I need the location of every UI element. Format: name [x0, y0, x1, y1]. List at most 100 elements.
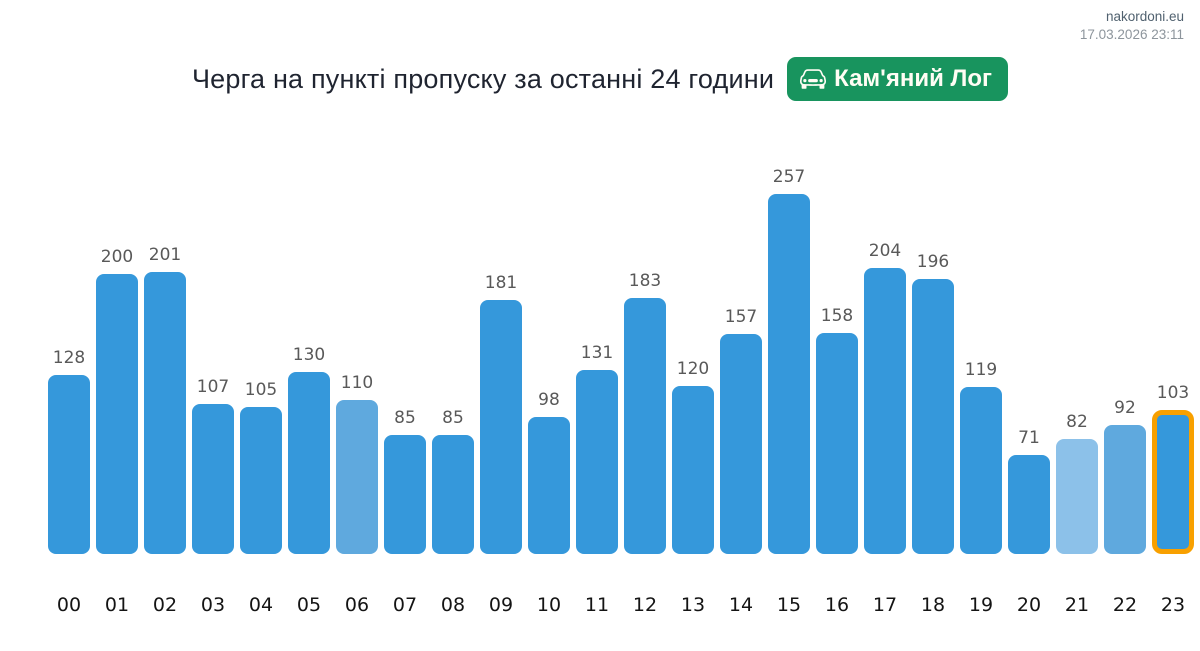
bar-value-label: 183 [628, 271, 662, 291]
page-title: Черга на пункті пропуску за останні 24 г… [191, 63, 775, 94]
hour-axis-label: 16 [824, 594, 850, 616]
bar [480, 300, 522, 554]
bar [240, 407, 282, 554]
checkpoint-badge[interactable]: Кам'яний Лог [787, 57, 1009, 101]
bar-column: 128 00 [48, 348, 90, 617]
bar [864, 268, 906, 554]
hour-axis-label: 21 [1064, 594, 1090, 616]
bar [960, 387, 1002, 554]
bar-value-label: 196 [916, 252, 950, 272]
hour-axis-label: 09 [488, 594, 514, 616]
site-info: nakordoni.eu 17.03.2026 23:11 [1080, 8, 1184, 44]
bar-value-label: 157 [724, 307, 758, 327]
bar-value-label: 103 [1156, 383, 1190, 403]
bar-value-label: 107 [196, 377, 230, 397]
bar-highlighted [1152, 410, 1194, 554]
hour-axis-label: 03 [200, 594, 226, 616]
bar-column: 71 20 [1008, 428, 1050, 617]
bar-column: 201 02 [144, 245, 186, 617]
bar [336, 400, 378, 554]
bar-value-label: 204 [868, 241, 902, 261]
bar [768, 194, 810, 554]
bar-value-label: 158 [820, 306, 854, 326]
bar [576, 370, 618, 554]
bar [816, 333, 858, 554]
bar-column: 120 13 [672, 359, 714, 617]
hour-axis-label: 12 [632, 594, 658, 616]
bar [48, 375, 90, 554]
bar [192, 404, 234, 554]
bar-value-label: 257 [772, 167, 806, 187]
bar-column: 257 15 [768, 167, 810, 617]
bar-value-label: 181 [484, 273, 518, 293]
bar [288, 372, 330, 554]
bar-column: 98 10 [528, 390, 570, 617]
bar-column: 183 12 [624, 271, 666, 617]
hour-axis-label: 04 [248, 594, 274, 616]
bar [912, 279, 954, 554]
hour-axis-label: 07 [392, 594, 418, 616]
bar [1104, 425, 1146, 554]
hour-axis-label: 22 [1112, 594, 1138, 616]
bar-value-label: 201 [148, 245, 182, 265]
bar-column: 204 17 [864, 241, 906, 617]
bar-column: 181 09 [480, 273, 522, 617]
bar-column: 196 18 [912, 252, 954, 617]
bar-chart: 128 00 200 01 201 02 107 03 105 04 130 05 110 06 85 07 8… [48, 167, 1194, 617]
bar-column: 158 16 [816, 306, 858, 617]
bar-column: 85 08 [432, 408, 474, 617]
bar [432, 435, 474, 554]
hour-axis-label: 15 [776, 594, 802, 616]
bar-column: 105 04 [240, 380, 282, 617]
hour-axis-label: 06 [344, 594, 370, 616]
hour-axis-label: 13 [680, 594, 706, 616]
bar-column: 103 23 [1152, 383, 1194, 617]
bar-value-label: 130 [292, 345, 326, 365]
bar-value-label: 110 [340, 373, 374, 393]
bar-column: 131 11 [576, 343, 618, 617]
hour-axis-label: 23 [1160, 594, 1186, 616]
hour-axis-label: 01 [104, 594, 130, 616]
bar [672, 386, 714, 554]
bar-column: 85 07 [384, 408, 426, 617]
bar-column: 130 05 [288, 345, 330, 617]
bar [720, 334, 762, 554]
bar-column: 107 03 [192, 377, 234, 617]
hour-axis-label: 08 [440, 594, 466, 616]
bar-column: 200 01 [96, 247, 138, 617]
bar [624, 298, 666, 554]
bar-value-label: 92 [1114, 398, 1136, 418]
hour-axis-label: 14 [728, 594, 754, 616]
bar [96, 274, 138, 554]
bar-value-label: 128 [52, 348, 86, 368]
bar-value-label: 98 [538, 390, 560, 410]
bar-column: 82 21 [1056, 412, 1098, 617]
bar-value-label: 105 [244, 380, 278, 400]
hour-axis-label: 19 [968, 594, 994, 616]
hour-axis-label: 02 [152, 594, 178, 616]
bar-value-label: 71 [1018, 428, 1040, 448]
site-link[interactable]: nakordoni.eu [1105, 9, 1184, 24]
hour-axis-label: 05 [296, 594, 322, 616]
hour-axis-label: 10 [536, 594, 562, 616]
hour-axis-label: 18 [920, 594, 946, 616]
bar-column: 119 19 [960, 360, 1002, 617]
bar-value-label: 131 [580, 343, 614, 363]
timestamp: 17.03.2026 23:11 [1079, 27, 1184, 42]
bar-column: 92 22 [1104, 398, 1146, 617]
car-front-icon [800, 66, 827, 92]
hour-axis-label: 20 [1016, 594, 1042, 616]
title-row: Черга на пункті пропуску за останні 24 г… [0, 57, 1200, 101]
bar-value-label: 120 [676, 359, 710, 379]
hour-axis-label: 17 [872, 594, 898, 616]
bar [384, 435, 426, 554]
bar-value-label: 85 [442, 408, 464, 428]
checkpoint-badge-label: Кам'яний Лог [834, 65, 993, 92]
bar-value-label: 85 [394, 408, 416, 428]
bar-column: 157 14 [720, 307, 762, 617]
bar-column: 110 06 [336, 373, 378, 617]
bar-value-label: 82 [1066, 412, 1088, 432]
hour-axis-label: 00 [56, 594, 82, 616]
hour-axis-label: 11 [584, 594, 610, 616]
